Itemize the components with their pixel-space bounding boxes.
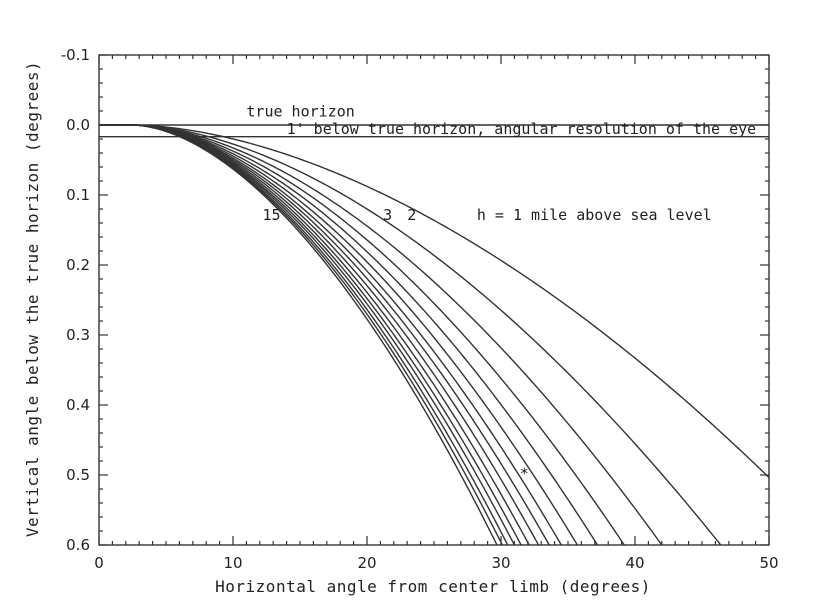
curve-h-12 bbox=[99, 124, 516, 545]
y-tick-label: 0.4 bbox=[66, 396, 90, 414]
annotation-2: 15 bbox=[262, 206, 280, 224]
x-tick-label: 10 bbox=[223, 554, 242, 572]
annotation-0: true horizon bbox=[246, 103, 354, 121]
curve-h-3 bbox=[99, 124, 663, 545]
x-tick-label: 30 bbox=[491, 554, 510, 572]
curve-h-6 bbox=[99, 124, 579, 545]
annotation-1: 1' below true horizon, angular resolutio… bbox=[287, 120, 757, 138]
y-tick-label: 0.0 bbox=[66, 116, 90, 134]
curve-h-15 bbox=[99, 124, 498, 545]
x-tick-label: 40 bbox=[625, 554, 644, 572]
y-tick-label: 0.1 bbox=[66, 186, 90, 204]
x-tick-label: 50 bbox=[759, 554, 778, 572]
x-tick-label: 20 bbox=[357, 554, 376, 572]
annotation-5: h = 1 mile above sea level bbox=[477, 206, 712, 224]
y-tick-label: -0.1 bbox=[61, 46, 90, 64]
curve-h-1 bbox=[99, 124, 769, 479]
x-tick-label: 0 bbox=[94, 554, 104, 572]
curve-h-14 bbox=[99, 124, 504, 545]
curve-h-10 bbox=[99, 124, 530, 545]
y-tick-label: 0.3 bbox=[66, 326, 90, 344]
annotation-3: 3 bbox=[383, 206, 392, 224]
curve-h-8 bbox=[99, 124, 551, 545]
y-tick-label: 0.5 bbox=[66, 466, 90, 484]
annotation-6: * bbox=[520, 465, 529, 483]
annotation-4: 2 bbox=[407, 206, 416, 224]
curves bbox=[99, 124, 769, 545]
y-tick-label: 0.6 bbox=[66, 536, 90, 554]
curve-h-2 bbox=[99, 124, 722, 545]
axis-ticks bbox=[98, 54, 770, 546]
y-tick-label: 0.2 bbox=[66, 256, 90, 274]
curve-h-4 bbox=[99, 124, 626, 545]
x-axis-title: Horizontal angle from center limb (degre… bbox=[215, 577, 651, 596]
y-axis-title: Vertical angle below the true horizon (d… bbox=[23, 61, 42, 537]
curve-h-5 bbox=[99, 124, 599, 545]
tick-labels: 0 10 20 30 40 50 -0.1 0.0 0.1 0.2 0.3 0.4 0.5 0.6 bbox=[61, 46, 779, 572]
curve-h-13 bbox=[99, 124, 509, 545]
